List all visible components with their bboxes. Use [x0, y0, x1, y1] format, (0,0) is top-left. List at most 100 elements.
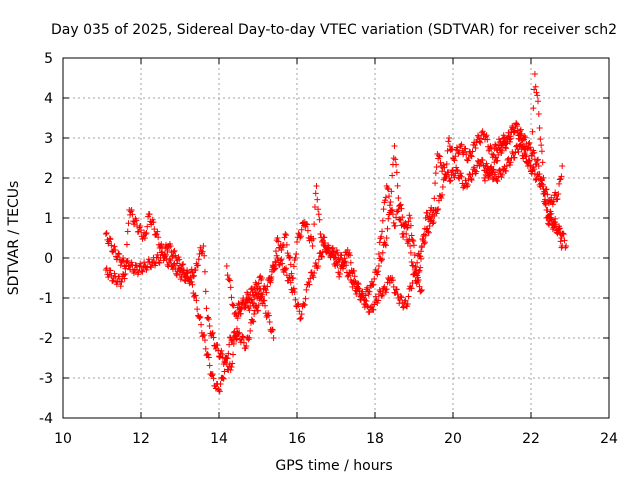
- interp-point: [344, 273, 351, 280]
- y-tick-label: 2: [44, 171, 53, 187]
- interp-point: [197, 314, 204, 321]
- interp-point: [451, 157, 458, 164]
- data-point: [559, 163, 566, 169]
- data-point: [313, 183, 320, 189]
- y-tick-label: -3: [39, 371, 53, 387]
- interp-point: [502, 144, 509, 151]
- interp-point: [228, 364, 235, 371]
- interp-point: [361, 296, 368, 303]
- interp-point: [386, 202, 393, 209]
- data-point: [559, 243, 566, 249]
- interp-point: [396, 202, 403, 209]
- y-axis-label: SDTVAR / TECUs: [6, 181, 22, 296]
- interp-point: [361, 297, 368, 304]
- interp-point: [528, 153, 535, 160]
- interp-point: [209, 329, 216, 336]
- interp-point: [405, 293, 412, 300]
- interp-point: [379, 256, 386, 263]
- data-point: [204, 351, 211, 357]
- interp-point: [414, 259, 421, 266]
- interp-point: [195, 256, 202, 263]
- interp-point: [400, 230, 407, 237]
- interp-point: [214, 342, 221, 349]
- interp-point: [553, 196, 560, 203]
- interp-point: [374, 271, 381, 278]
- interp-point: [303, 286, 310, 293]
- interp-point: [417, 253, 424, 260]
- x-axis-label: GPS time / hours: [275, 458, 392, 474]
- interp-point: [229, 360, 236, 367]
- interp-point: [272, 265, 279, 272]
- interp-point: [503, 145, 510, 152]
- interp-point: [199, 248, 206, 255]
- interp-point: [404, 224, 411, 231]
- interp-point: [242, 303, 249, 310]
- data-point: [414, 279, 421, 285]
- y-tick-label: -1: [39, 291, 53, 307]
- interp-point: [301, 301, 308, 308]
- interp-point: [107, 236, 114, 243]
- interp-point: [311, 203, 318, 210]
- interp-point: [338, 252, 345, 259]
- interp-point: [439, 183, 446, 190]
- interp-point: [388, 207, 395, 214]
- interp-point: [531, 149, 538, 156]
- y-tick-label: 4: [44, 91, 53, 107]
- series-satellite-track-1: [102, 230, 277, 395]
- interp-point: [432, 180, 439, 187]
- x-tick-label: 14: [210, 431, 228, 447]
- interp-point: [206, 362, 213, 369]
- interp-point: [397, 217, 404, 224]
- interp-point: [158, 241, 165, 248]
- interp-point: [513, 120, 520, 127]
- interp-point: [108, 242, 115, 249]
- interp-point: [347, 252, 354, 259]
- interp-point: [544, 207, 551, 214]
- interp-point: [205, 316, 212, 323]
- interp-point: [297, 233, 304, 240]
- interp-point: [187, 274, 194, 281]
- interp-point: [425, 229, 432, 236]
- interp-point: [269, 262, 276, 269]
- data-point: [274, 235, 281, 241]
- interp-point: [474, 132, 481, 139]
- interp-point: [350, 267, 357, 274]
- interp-point: [193, 297, 200, 304]
- interp-point: [413, 266, 420, 273]
- interp-point: [245, 336, 252, 343]
- interp-point: [297, 315, 304, 322]
- interp-point: [407, 249, 414, 256]
- data-point: [555, 191, 562, 197]
- interp-point: [394, 182, 401, 189]
- interp-point: [208, 330, 215, 337]
- interp-point: [336, 273, 343, 280]
- interp-point: [316, 216, 323, 223]
- interp-point: [382, 194, 389, 201]
- interp-point: [355, 281, 362, 288]
- interp-point: [227, 284, 234, 291]
- interp-point: [398, 294, 405, 301]
- interp-point: [478, 135, 485, 142]
- interp-point: [550, 198, 557, 205]
- interp-point: [393, 161, 400, 168]
- interp-point: [323, 249, 330, 256]
- interp-point: [382, 289, 389, 296]
- interp-point: [288, 270, 295, 277]
- interp-point: [525, 140, 532, 147]
- interp-point: [542, 200, 549, 207]
- interp-point: [383, 286, 390, 293]
- interp-point: [249, 317, 256, 324]
- interp-point: [557, 238, 564, 245]
- interp-point: [181, 277, 188, 284]
- series-satellite-track-4: [266, 143, 425, 322]
- interp-point: [115, 250, 122, 257]
- interp-point: [130, 270, 137, 277]
- interp-point: [507, 135, 514, 142]
- y-tick-label: -4: [39, 411, 53, 427]
- interp-point: [393, 214, 400, 221]
- interp-point: [192, 292, 199, 299]
- interp-point: [552, 189, 559, 196]
- interp-point: [489, 169, 496, 176]
- data-point: [102, 231, 109, 237]
